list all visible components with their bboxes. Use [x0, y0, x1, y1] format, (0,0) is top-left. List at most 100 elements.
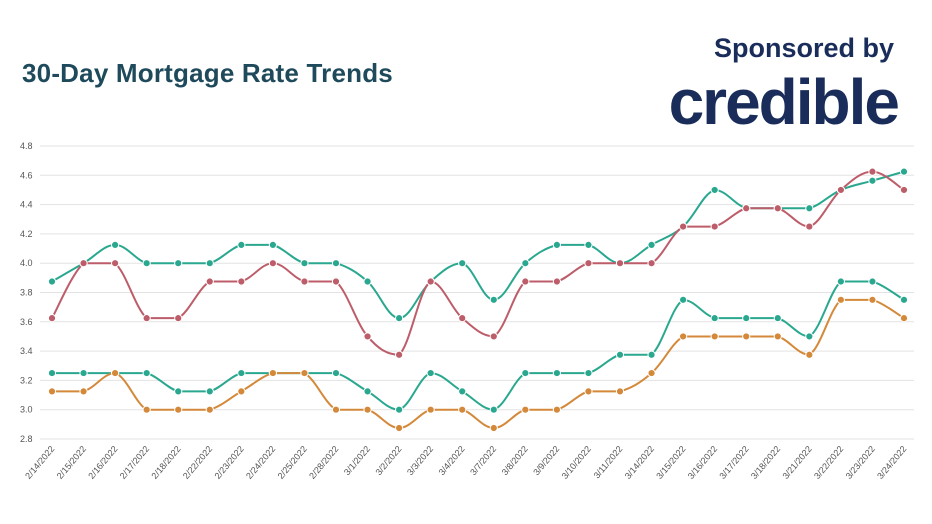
data-point	[111, 368, 120, 378]
data-point	[79, 387, 88, 396]
data-point	[79, 368, 88, 378]
x-tick-label: 2/24/2022	[244, 444, 277, 481]
data-point	[363, 332, 372, 341]
data-point	[710, 314, 719, 323]
y-tick-label: 4.4	[20, 200, 33, 210]
data-point	[773, 204, 782, 213]
data-point	[489, 295, 498, 304]
data-point	[174, 314, 183, 323]
data-point	[111, 259, 120, 268]
x-tick-label: 3/2/2022	[373, 444, 403, 477]
data-point	[899, 185, 909, 195]
y-tick-label: 3.0	[20, 405, 33, 415]
data-point	[647, 350, 656, 359]
x-tick-label: 3/21/2022	[780, 444, 813, 481]
data-point	[552, 240, 561, 249]
x-tick-label: 2/25/2022	[276, 444, 309, 481]
x-tick-label: 2/28/2022	[307, 444, 340, 481]
data-point	[47, 277, 57, 286]
data-point	[679, 295, 688, 304]
x-tick-label: 3/22/2022	[812, 444, 845, 481]
data-point	[773, 314, 782, 323]
data-point	[395, 423, 404, 433]
data-point	[458, 405, 467, 414]
data-point	[647, 259, 656, 268]
data-point	[47, 314, 57, 323]
data-point	[268, 259, 277, 268]
data-point	[742, 204, 751, 213]
data-point	[710, 185, 719, 195]
data-point	[458, 259, 467, 268]
data-point	[426, 277, 435, 286]
data-point	[174, 405, 183, 414]
x-tick-label: 2/14/2022	[23, 444, 56, 481]
y-tick-label: 3.8	[20, 288, 33, 298]
data-point	[647, 368, 656, 378]
data-point	[868, 176, 877, 185]
data-point	[679, 332, 688, 341]
data-point	[458, 314, 467, 323]
y-axis-ticks: 4.8 4.6 4.4 4.2 4.0 3.8 3.6 3.4 3.2 3.0 2.8	[20, 141, 33, 444]
y-tick-label: 3.4	[20, 346, 33, 356]
series-line-1	[51, 170, 905, 320]
data-point	[742, 332, 751, 341]
sponsor-logo[interactable]: credible	[668, 66, 900, 138]
data-point	[521, 368, 530, 378]
data-point	[489, 405, 498, 414]
data-point	[237, 240, 246, 249]
series-line-3	[52, 280, 905, 411]
x-tick-label: 3/15/2022	[654, 444, 687, 481]
data-point	[805, 222, 814, 231]
x-tick-label: 2/23/2022	[212, 444, 245, 481]
data-point	[142, 259, 151, 268]
series-lines	[51, 170, 905, 430]
x-tick-label: 3/16/2022	[686, 444, 719, 481]
x-tick-label: 3/14/2022	[623, 444, 656, 481]
data-point	[489, 332, 498, 341]
data-point	[111, 240, 120, 249]
data-point	[552, 277, 561, 286]
series-line-4	[52, 298, 905, 430]
data-point	[142, 405, 151, 414]
data-point	[521, 405, 530, 414]
data-point	[331, 405, 341, 414]
data-point	[458, 387, 467, 396]
y-tick-label: 4.2	[20, 229, 33, 239]
series-line-2	[51, 170, 905, 356]
x-tick-label: 2/16/2022	[86, 444, 119, 481]
data-point	[836, 295, 845, 304]
data-point	[205, 405, 214, 414]
data-point	[868, 277, 877, 286]
data-point	[552, 405, 561, 414]
data-point	[363, 387, 372, 396]
data-point	[205, 259, 214, 268]
data-point	[489, 423, 498, 433]
data-point	[268, 240, 277, 249]
x-tick-label: 2/17/2022	[118, 444, 151, 481]
data-point	[584, 240, 593, 249]
x-tick-label: 3/7/2022	[468, 444, 498, 477]
x-tick-label: 3/11/2022	[592, 444, 625, 481]
data-point	[899, 167, 909, 176]
data-point	[836, 277, 845, 286]
data-point	[899, 295, 909, 304]
x-tick-label: 2/15/2022	[55, 444, 88, 481]
data-point	[615, 387, 625, 396]
data-point	[899, 314, 909, 323]
data-point	[331, 259, 341, 268]
x-tick-label: 3/1/2022	[342, 444, 372, 477]
data-point	[584, 387, 593, 396]
data-point	[331, 277, 341, 286]
x-axis-ticks: 2/14/20222/15/20222/16/20222/17/20222/18…	[23, 444, 908, 481]
data-point	[47, 387, 57, 396]
x-tick-label: 3/8/2022	[500, 444, 530, 477]
data-point	[615, 259, 625, 268]
data-point	[395, 314, 404, 323]
data-point	[237, 368, 246, 378]
y-tick-label: 4.6	[20, 170, 33, 180]
data-point	[710, 332, 719, 341]
data-point	[773, 332, 782, 341]
chart-title: 30-Day Mortgage Rate Trends	[22, 58, 393, 88]
data-point	[868, 167, 877, 176]
